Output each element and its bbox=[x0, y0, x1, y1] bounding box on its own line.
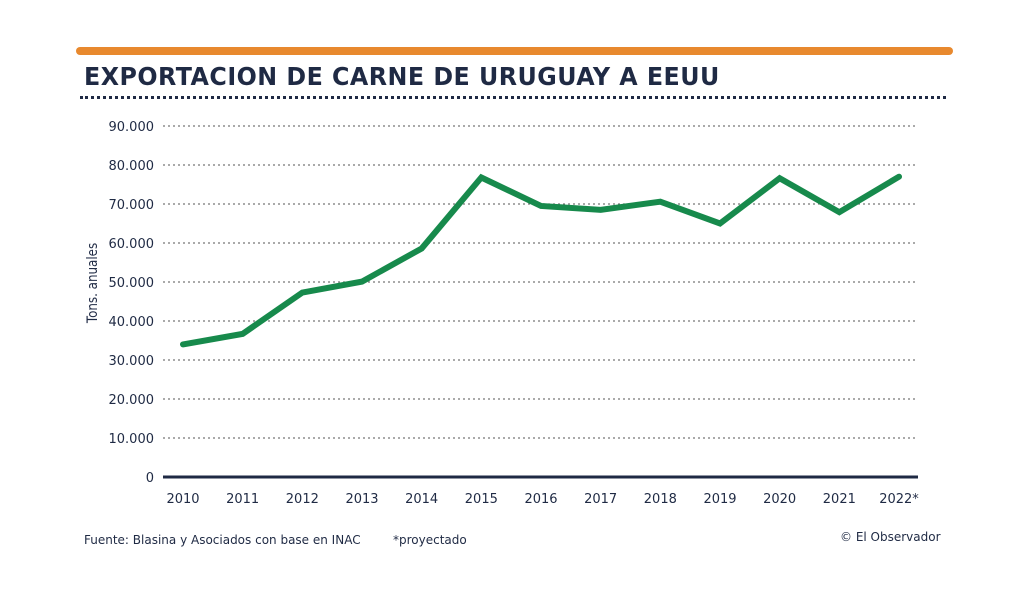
x-tick-label: 2020 bbox=[763, 492, 796, 507]
y-tick-label: 30.000 bbox=[109, 354, 155, 369]
x-tick-label: 2022* bbox=[879, 492, 919, 507]
y-tick-label: 80.000 bbox=[109, 159, 155, 174]
x-tick-label: 2019 bbox=[703, 492, 736, 507]
x-tick-label: 2012 bbox=[286, 492, 319, 507]
x-tick-label: 2021 bbox=[823, 492, 856, 507]
credit-text: © El Observador bbox=[840, 530, 941, 544]
x-tick-label: 2017 bbox=[584, 492, 617, 507]
x-tick-label: 2011 bbox=[226, 492, 259, 507]
accent-bar bbox=[76, 47, 953, 55]
y-tick-label: 40.000 bbox=[109, 315, 155, 330]
y-axis-label: Tons. anuales bbox=[85, 243, 101, 324]
title-divider bbox=[80, 96, 946, 99]
y-tick-label: 70.000 bbox=[109, 198, 155, 213]
chart-title: EXPORTACION DE CARNE DE URUGUAY A EEUU bbox=[84, 62, 720, 91]
y-tick-label: 20.000 bbox=[109, 393, 155, 408]
projection-note: *proyectado bbox=[393, 533, 467, 547]
x-tick-label: 2014 bbox=[405, 492, 438, 507]
source-text: Fuente: Blasina y Asociados con base en … bbox=[84, 533, 361, 547]
y-tick-label: 0 bbox=[146, 471, 154, 486]
y-tick-label: 50.000 bbox=[109, 276, 155, 291]
y-tick-label: 10.000 bbox=[109, 432, 155, 447]
x-tick-label: 2013 bbox=[345, 492, 378, 507]
y-tick-label: 90.000 bbox=[109, 120, 155, 135]
x-tick-label: 2010 bbox=[166, 492, 199, 507]
x-tick-label: 2018 bbox=[644, 492, 677, 507]
x-tick-label: 2016 bbox=[524, 492, 557, 507]
data-line bbox=[180, 173, 902, 348]
x-tick-label: 2015 bbox=[465, 492, 498, 507]
y-tick-label: 60.000 bbox=[109, 237, 155, 252]
